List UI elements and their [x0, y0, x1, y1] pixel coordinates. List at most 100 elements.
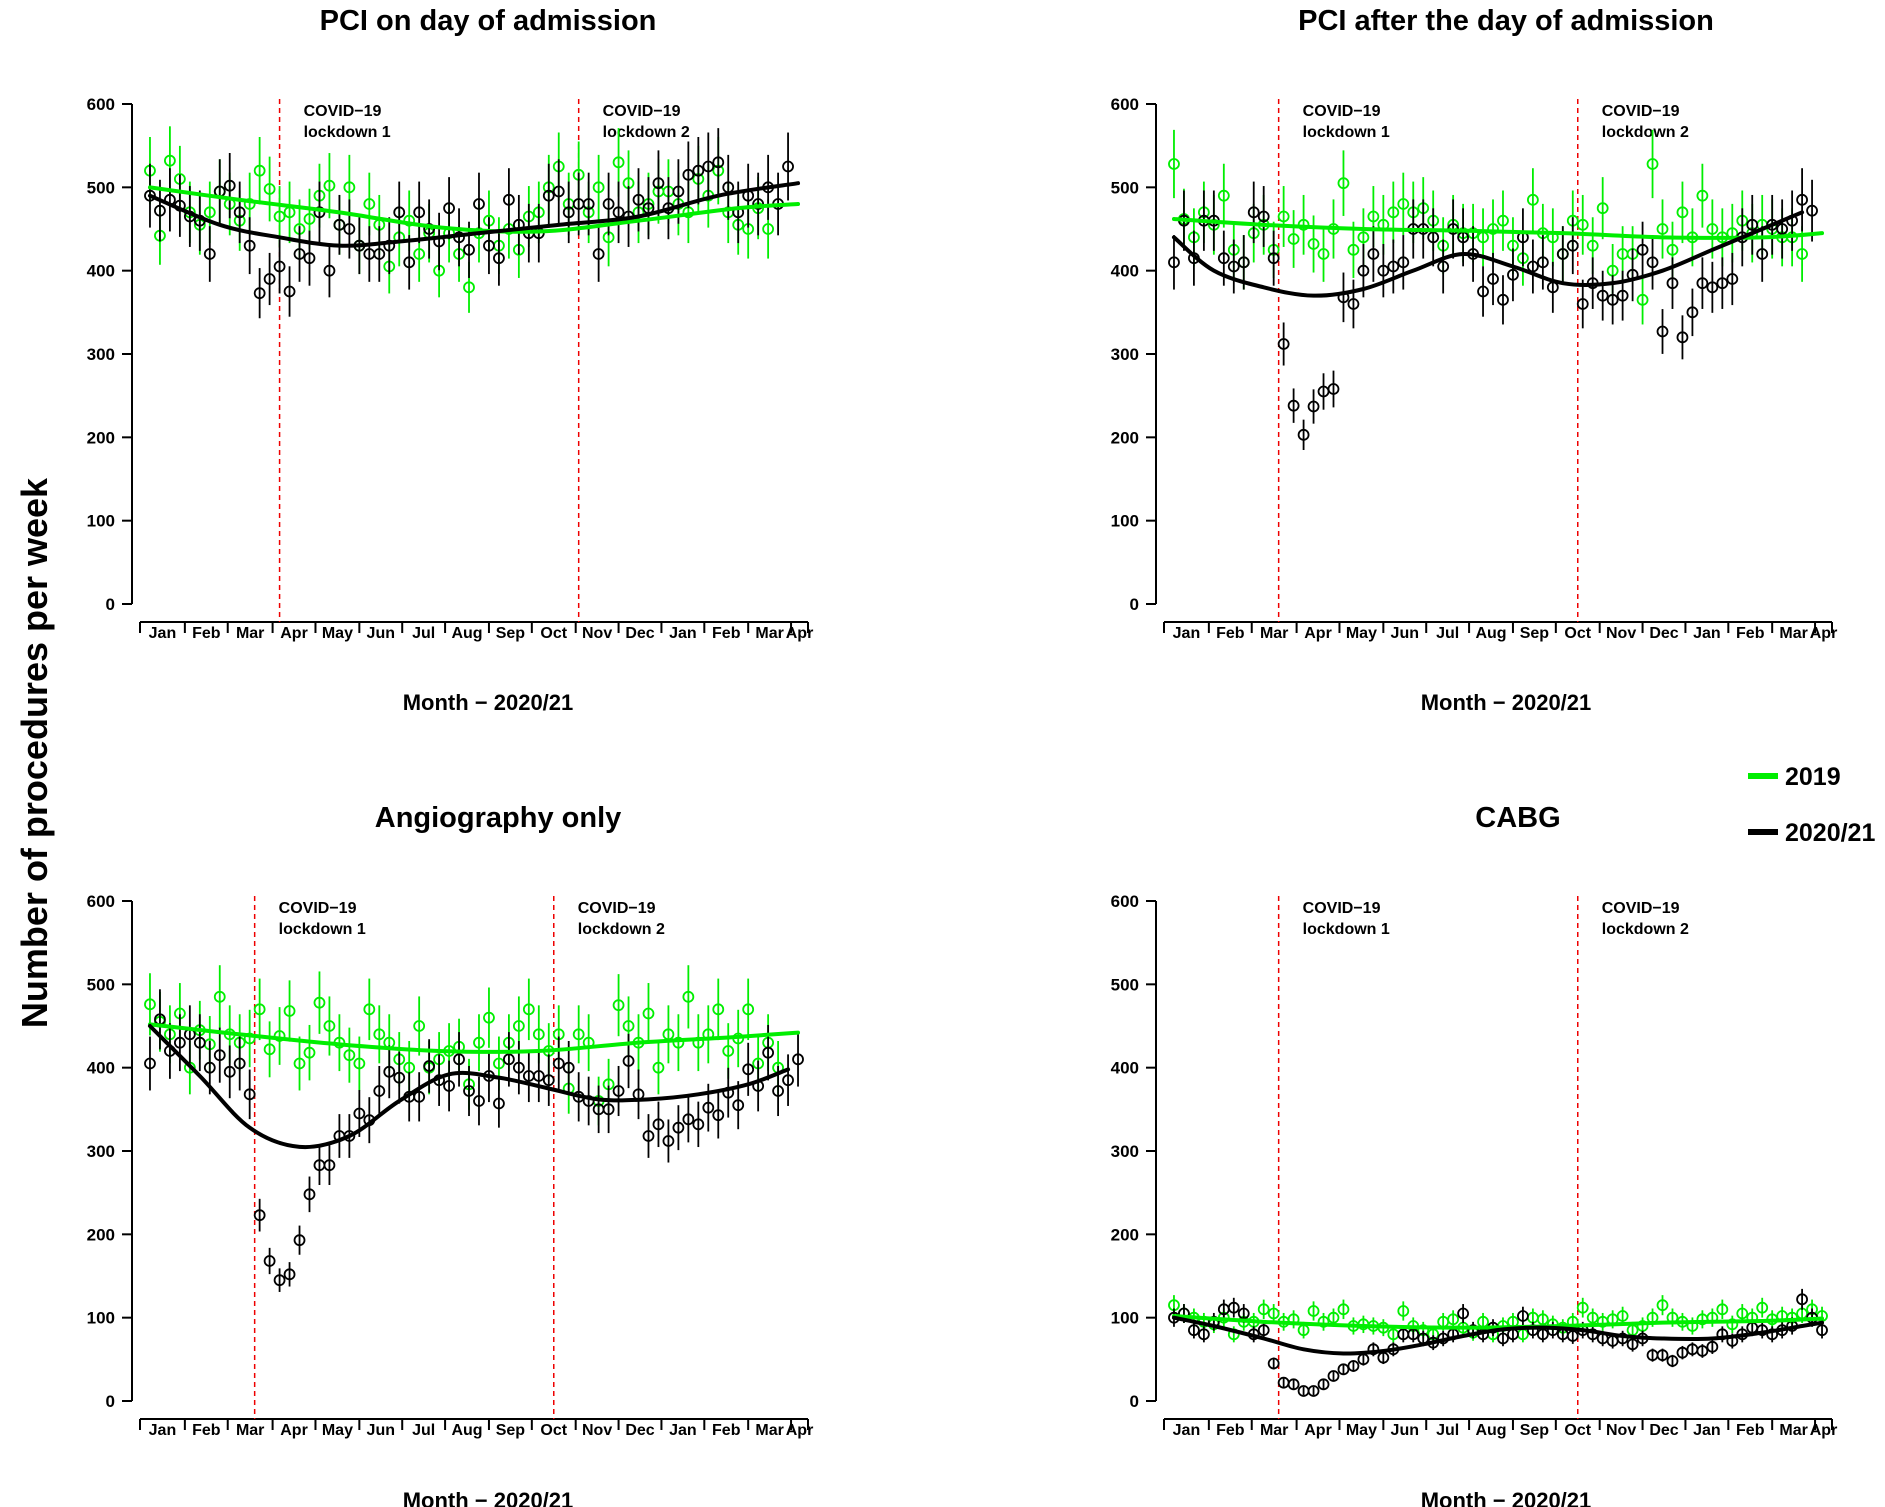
- point-2019: [1676, 206, 1689, 219]
- point-2020-21: [1197, 1328, 1210, 1341]
- point-2020-21: [263, 273, 276, 285]
- point-2020-21: [423, 223, 436, 235]
- point-2020-21: [782, 1074, 794, 1087]
- x-tick-label: Aug: [1475, 1422, 1506, 1439]
- point-2020-21: [552, 185, 565, 198]
- point-2019: [313, 996, 326, 1009]
- point-2020-21: [542, 189, 555, 202]
- y-tick-label: 100: [1111, 1309, 1139, 1328]
- point-2019: [512, 1020, 525, 1032]
- x-tick-label: Jan: [1693, 625, 1721, 642]
- x-tick-label: Apr: [280, 1422, 308, 1439]
- lockdown-1-label: COVID−19: [279, 900, 357, 917]
- point-2020-21: [762, 1046, 775, 1059]
- point-2020-21: [1606, 293, 1619, 306]
- y-tick-label: 500: [1111, 975, 1139, 994]
- x-axis-label: Month − 2020/21: [1421, 1488, 1592, 1507]
- point-2019: [1796, 248, 1808, 260]
- point-2019: [293, 1057, 306, 1070]
- x-tick-label: Jan: [149, 1422, 177, 1439]
- point-2020-21: [1497, 1332, 1509, 1345]
- point-2020-21: [512, 1061, 525, 1074]
- point-2020-21: [682, 168, 695, 181]
- point-2019: [253, 164, 266, 177]
- point-2020-21: [622, 1055, 635, 1067]
- x-tick-label: Nov: [582, 1422, 612, 1439]
- x-tick-label: Mar: [1260, 1422, 1288, 1439]
- point-2019: [592, 181, 605, 194]
- point-2020-21: [1526, 260, 1539, 273]
- point-2020-21: [1517, 1310, 1529, 1322]
- point-2019: [1387, 206, 1400, 219]
- y-axis-label: Number of procedures per week: [14, 477, 55, 1028]
- point-2019: [742, 1003, 755, 1016]
- point-2019: [1756, 1301, 1769, 1314]
- point-2019: [1397, 198, 1410, 210]
- point-2020-21: [1247, 206, 1260, 219]
- point-2020-21: [473, 1095, 485, 1107]
- y-tick-label: 100: [1111, 512, 1139, 531]
- x-tick-label: Feb: [192, 1422, 221, 1439]
- point-2019: [1656, 1299, 1669, 1312]
- point-2020-21: [283, 285, 296, 298]
- point-2020-21: [283, 1268, 296, 1281]
- legend-label-2020-21: 2020/21: [1785, 819, 1875, 847]
- point-2019: [363, 198, 376, 210]
- point-2020-21: [642, 1130, 655, 1142]
- y-tick-label: 300: [87, 345, 115, 364]
- point-2020-21: [493, 1097, 505, 1110]
- x-tick-label: May: [322, 1422, 353, 1439]
- x-tick-label: May: [1346, 1422, 1377, 1439]
- x-tick-label: Sep: [1520, 625, 1550, 642]
- panel-title: PCI on day of admission: [320, 5, 657, 37]
- point-2019: [1726, 1318, 1739, 1331]
- point-2019: [303, 213, 316, 225]
- point-2020-21: [1676, 331, 1689, 344]
- y-tick-label: 300: [1111, 345, 1139, 364]
- point-2020-21: [602, 1103, 615, 1116]
- point-2020-21: [1188, 1324, 1200, 1337]
- y-tick-label: 600: [87, 892, 115, 911]
- point-2020-21: [373, 248, 386, 260]
- point-2020-21: [1576, 298, 1589, 310]
- point-2019: [164, 154, 176, 167]
- point-2020-21: [752, 198, 765, 210]
- point-2019: [1586, 1311, 1599, 1324]
- point-2019: [1596, 202, 1609, 215]
- point-2019: [1666, 243, 1679, 256]
- point-2019: [413, 248, 426, 260]
- lockdown-1-label: COVID−19: [1303, 103, 1381, 120]
- point-2019: [413, 1020, 426, 1032]
- point-2020-21: [1646, 256, 1659, 269]
- point-2019: [1526, 193, 1539, 206]
- point-2020-21: [1257, 210, 1270, 223]
- x-tick-label: Apr: [786, 625, 814, 642]
- point-2020-21: [1796, 1293, 1808, 1306]
- point-2020-21: [552, 1057, 565, 1070]
- point-2019: [273, 210, 286, 223]
- point-2020-21: [782, 160, 794, 173]
- panel-title: CABG: [1475, 802, 1560, 834]
- point-2020-21: [463, 243, 475, 256]
- x-tick-label: Jun: [367, 1422, 395, 1439]
- point-2019: [323, 179, 336, 192]
- point-2020-21: [1307, 400, 1320, 413]
- y-tick-label: 300: [87, 1142, 115, 1161]
- trend-line-2020-21: [147, 181, 801, 248]
- point-2020-21: [1706, 1340, 1719, 1353]
- point-2020-21: [1716, 277, 1729, 290]
- point-2020-21: [493, 252, 505, 265]
- x-tick-label: Nov: [1606, 625, 1636, 642]
- x-tick-label: Jan: [669, 625, 697, 642]
- point-2020-21: [1377, 264, 1390, 277]
- point-2019: [1586, 239, 1599, 252]
- point-2020-21: [1636, 243, 1649, 256]
- trend-line-2019: [147, 185, 801, 234]
- point-2020-21: [612, 206, 625, 219]
- x-tick-label: Sep: [1520, 1422, 1550, 1439]
- x-tick-label: Mar: [755, 625, 783, 642]
- point-2019: [612, 999, 625, 1012]
- x-axis-label: Month − 2020/21: [403, 1488, 574, 1507]
- y-tick-label: 200: [87, 1225, 115, 1244]
